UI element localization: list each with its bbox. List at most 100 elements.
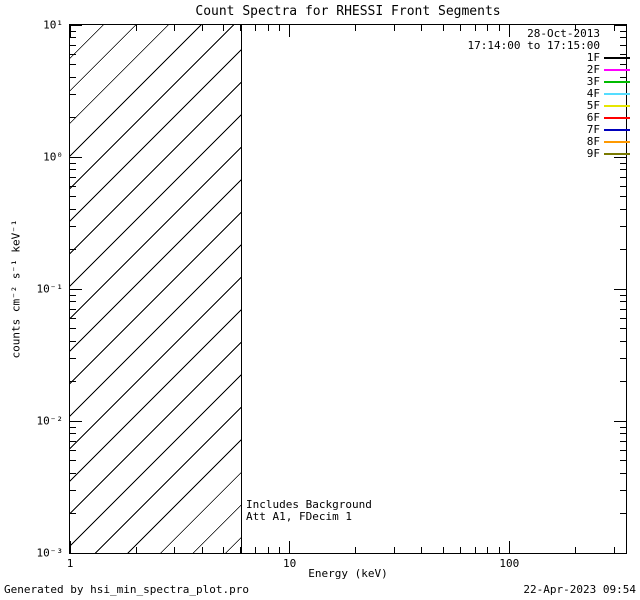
legend-date: 28-Oct-2013 [527, 27, 600, 40]
x-axis-tick [487, 25, 489, 31]
y-axis-tick [70, 341, 76, 343]
y-axis-tick [620, 301, 626, 303]
y-axis-tick [620, 37, 626, 39]
y-axis-tick [620, 169, 626, 171]
x-axis-tick [613, 547, 615, 553]
legend-entry-8F: 8F [468, 136, 630, 148]
legend: 28-Oct-2013 17:14:00 to 17:15:00 1F 2F 3F 4… [468, 28, 630, 160]
y-axis-tick [70, 64, 76, 66]
y-axis-tick [70, 185, 76, 187]
y-axis-tick [620, 308, 626, 310]
x-axis-tick [69, 541, 71, 553]
y-axis-tick [70, 77, 76, 79]
x-axis-tick [174, 25, 176, 31]
legend-color-swatch [604, 69, 630, 71]
y-axis-tick [620, 53, 626, 55]
y-axis-tick [70, 449, 76, 451]
x-axis-tick [255, 547, 257, 553]
legend-entry-label: 6F [586, 111, 600, 124]
y-axis-tick [70, 176, 76, 178]
y-axis-tick [70, 357, 76, 359]
y-axis-tick [70, 44, 76, 46]
y-axis-tick [70, 328, 76, 330]
y-axis-tick [70, 420, 82, 422]
y-axis-tick [70, 209, 76, 211]
x-axis-tick [201, 25, 203, 31]
legend-color-swatch [604, 141, 630, 143]
x-axis-tick [460, 25, 462, 31]
legend-entry-label: 1F [586, 51, 600, 64]
legend-color-swatch [604, 117, 630, 119]
y-axis-tick [70, 433, 76, 435]
legend-entry-5F: 5F [468, 100, 630, 112]
x-axis-tick [240, 547, 242, 553]
x-axis-tick [255, 25, 257, 31]
y-axis-tick [620, 209, 626, 211]
y-axis-tick [614, 288, 626, 290]
legend-entry-2F: 2F [468, 64, 630, 76]
x-axis-tick [289, 25, 291, 37]
x-axis-tick [135, 547, 137, 553]
y-tick-label: 10⁰ [43, 150, 63, 164]
y-axis-tick [620, 328, 626, 330]
x-axis-label: Energy (keV) [308, 567, 388, 580]
legend-entry-3F: 3F [468, 76, 630, 88]
legend-color-swatch [604, 153, 630, 155]
legend-entries: 1F 2F 3F 4F 5F 6F 7F 8F 9F [468, 52, 630, 160]
y-axis-tick [614, 420, 626, 422]
y-axis-tick [70, 512, 76, 514]
legend-entry-6F: 6F [468, 112, 630, 124]
footer-generator: Generated by hsi_min_spectra_plot.pro [4, 583, 250, 596]
legend-entry-4F: 4F [468, 88, 630, 100]
legend-entry-label: 9F [586, 147, 600, 160]
x-axis-tick [393, 25, 395, 31]
x-axis-tick [487, 547, 489, 553]
chart-title: Count Spectra for RHESSI Front Segments [195, 4, 501, 19]
y-axis-tick [70, 460, 76, 462]
x-axis-tick [201, 547, 203, 553]
y-axis-tick [620, 433, 626, 435]
legend-entry-label: 8F [586, 135, 600, 148]
y-tick-label: 10¹ [43, 18, 63, 32]
y-tick-label: 10⁻³ [36, 546, 64, 560]
y-axis-tick [614, 24, 626, 26]
y-axis-tick [70, 317, 76, 319]
y-axis-tick [70, 294, 76, 296]
y-axis-tick [620, 248, 626, 250]
y-axis-tick [620, 380, 626, 382]
y-axis-tick [620, 426, 626, 428]
y-axis-tick [70, 24, 82, 26]
x-tick-label: 100 [499, 557, 520, 570]
y-axis-tick [620, 489, 626, 491]
x-axis-tick [279, 547, 281, 553]
x-axis-tick [442, 547, 444, 553]
x-axis-tick [421, 25, 423, 31]
x-axis-tick [508, 25, 510, 37]
x-axis-tick [498, 25, 500, 31]
x-axis-tick [355, 25, 357, 31]
x-axis-tick [574, 547, 576, 553]
y-axis-tick [70, 426, 76, 428]
y-axis-tick [620, 317, 626, 319]
x-axis-tick [498, 547, 500, 553]
y-axis-tick [620, 64, 626, 66]
x-axis-tick [135, 25, 137, 31]
legend-entry-label: 2F [586, 63, 600, 76]
y-axis-tick [620, 225, 626, 227]
y-tick-label: 10⁻² [36, 414, 64, 428]
legend-entry-label: 4F [586, 87, 600, 100]
y-axis-tick [70, 93, 76, 95]
y-axis-tick [620, 30, 626, 32]
x-axis-tick [474, 547, 476, 553]
x-axis-tick [279, 25, 281, 31]
x-axis-tick [267, 547, 269, 553]
y-axis-tick [70, 473, 76, 475]
x-axis-tick [174, 547, 176, 553]
x-axis-tick [442, 25, 444, 31]
legend-time-range: 17:14:00 to 17:15:00 [467, 39, 600, 52]
x-axis-tick [223, 25, 225, 31]
x-tick-label: 1 [66, 557, 74, 570]
plot-annotations: Includes Background Att A1, FDecim 1 [246, 499, 372, 523]
y-axis-tick [620, 196, 626, 198]
